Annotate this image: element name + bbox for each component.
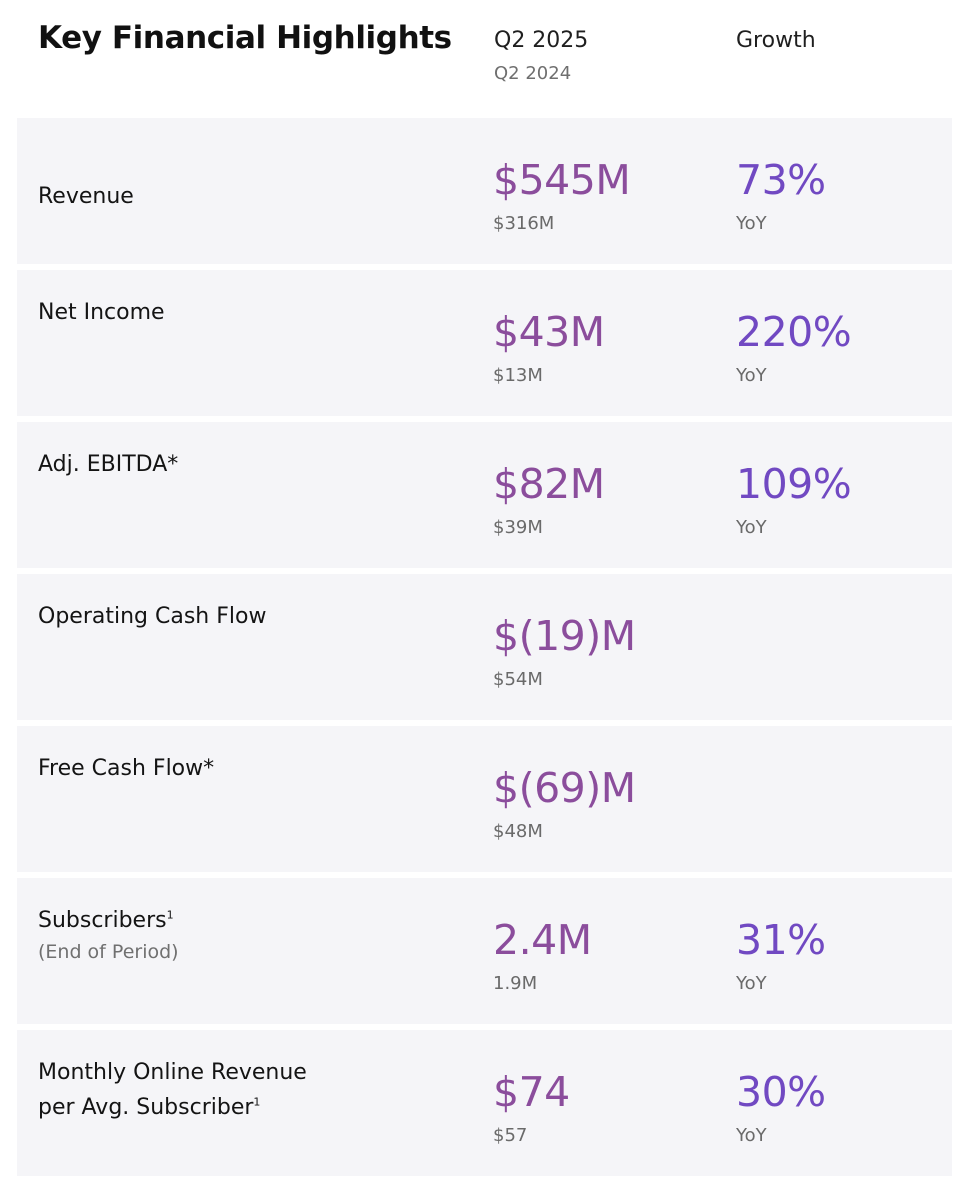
metric-label: Free Cash Flow* [38, 756, 215, 781]
growth-header: Growth [736, 28, 816, 53]
yoy-label: YoY [736, 517, 767, 538]
metric-label-line-2: per Avg. Subscriber [38, 1095, 254, 1120]
prior-value: $13M [493, 365, 543, 386]
prior-value: $54M [493, 669, 543, 690]
metric-row-net-income: Net Income $43M $13M 220% YoY [17, 270, 952, 416]
yoy-label: YoY [736, 1125, 767, 1146]
metric-label: Adj. EBITDA* [38, 452, 179, 477]
metrics-table: Revenue $545M $316M 73% YoY Net Income $… [17, 118, 952, 1176]
metric-label-line-1: Monthly Online Revenue [38, 1060, 307, 1085]
metric-row-free-cash-flow: Free Cash Flow* $(69)M $48M [17, 726, 952, 872]
yoy-label: YoY [736, 213, 767, 234]
table-header: Key Financial Highlights Q2 2025 Q2 2024… [0, 0, 966, 118]
yoy-label: YoY [736, 365, 767, 386]
growth-value: 30% [736, 1068, 826, 1116]
prior-value: $57 [493, 1125, 528, 1146]
metric-label-block: Monthly Online Revenue per Avg. Subscrib… [38, 1055, 307, 1125]
current-value: $545M [493, 156, 631, 204]
prior-value: $316M [493, 213, 555, 234]
current-period-header: Q2 2025 [494, 28, 589, 53]
metric-label: Subscribers [38, 908, 167, 933]
current-value: $43M [493, 308, 605, 356]
growth-value: 31% [736, 916, 826, 964]
growth-value: 73% [736, 156, 826, 204]
metric-label: Revenue [38, 184, 134, 209]
metric-label-block: Subscribers1 (End of Period) [38, 903, 179, 966]
footnote-marker: 1 [253, 1095, 261, 1109]
metric-row-monthly-online-revenue: Monthly Online Revenue per Avg. Subscrib… [17, 1030, 952, 1176]
metric-label: Operating Cash Flow [38, 604, 267, 629]
page-title: Key Financial Highlights [38, 20, 452, 56]
prior-value: 1.9M [493, 973, 538, 994]
metric-row-adj-ebitda: Adj. EBITDA* $82M $39M 109% YoY [17, 422, 952, 568]
growth-value: 220% [736, 308, 852, 356]
prior-value: $39M [493, 517, 543, 538]
prior-period-header: Q2 2024 [494, 63, 572, 84]
current-value: $82M [493, 460, 605, 508]
metric-note: (End of Period) [38, 941, 179, 963]
growth-value: 109% [736, 460, 852, 508]
current-value: 2.4M [493, 916, 592, 964]
current-value: $(69)M [493, 764, 636, 812]
metric-label: Net Income [38, 300, 165, 325]
current-value: $(19)M [493, 612, 636, 660]
yoy-label: YoY [736, 973, 767, 994]
footnote-marker: 1 [166, 908, 174, 922]
metric-row-subscribers: Subscribers1 (End of Period) 2.4M 1.9M 3… [17, 878, 952, 1024]
metric-row-revenue: Revenue $545M $316M 73% YoY [17, 118, 952, 264]
metric-row-operating-cash-flow: Operating Cash Flow $(19)M $54M [17, 574, 952, 720]
current-value: $74 [493, 1068, 570, 1116]
prior-value: $48M [493, 821, 543, 842]
